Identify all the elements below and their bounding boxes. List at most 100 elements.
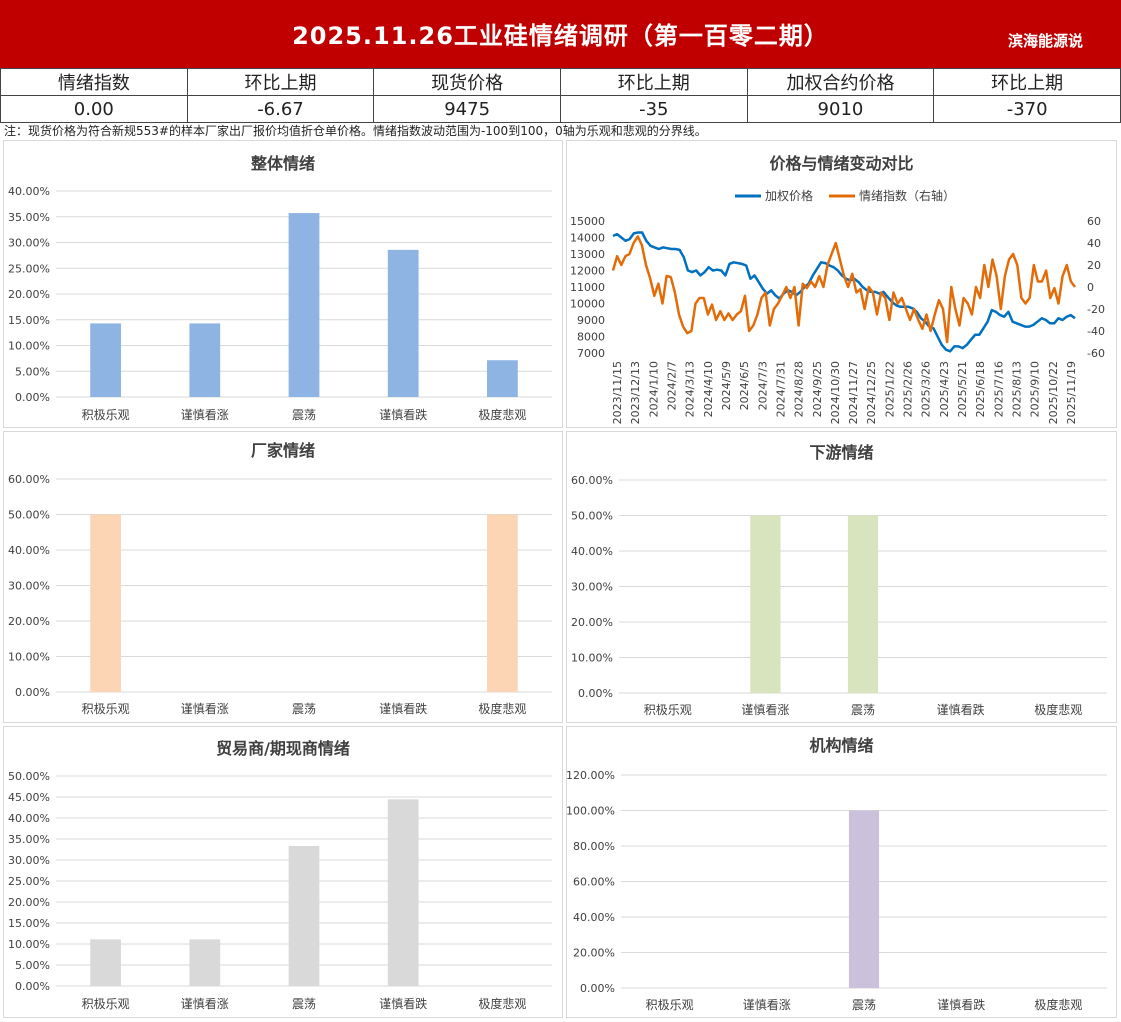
y-tick-label: 7000	[577, 347, 605, 360]
y-tick-label: 0.00%	[580, 982, 615, 995]
y-tick-label: 60.00%	[573, 876, 615, 889]
y-tick-label: 10.00%	[8, 651, 50, 664]
y-tick-label: 120.00%	[567, 769, 615, 782]
y-tick-label: 20.00%	[573, 947, 615, 960]
kpi-value-spot-price: 9475	[373, 95, 561, 123]
x-tick-label: 2024/3/13	[684, 361, 697, 417]
chart-title: 整体情绪	[250, 154, 315, 173]
sentiment-line	[611, 235, 1077, 344]
category-label: 震荡	[851, 703, 875, 717]
y-tick-label: 13000	[570, 248, 605, 261]
y-tick-label: 50.00%	[8, 509, 50, 522]
y-tick-label: 40.00%	[573, 911, 615, 924]
y-tick-label: 35.00%	[8, 833, 50, 846]
y2-tick-label: -20	[1087, 303, 1105, 316]
bar	[487, 514, 518, 692]
x-tick-label: 2025/11/19	[1065, 361, 1078, 424]
panel-downstream: 下游情绪 0.00% 10.00% 20.00% 30.00% 40.00% 50.00% 6…	[566, 431, 1117, 723]
y-tick-label: 100.00%	[567, 805, 615, 818]
x-tick-label: 2024/5/9	[720, 361, 733, 410]
bar	[847, 515, 879, 693]
kpi-header-spot-change: 环比上期	[559, 68, 748, 96]
y2-tick-label: -60	[1087, 347, 1105, 360]
chart-title: 价格与情绪变动对比	[769, 154, 913, 173]
legend-label-price: 加权价格	[765, 188, 813, 203]
brand-name: 滨海能源说	[1007, 32, 1083, 50]
bar	[487, 360, 518, 397]
x-tick-label: 2024/4/10	[702, 361, 715, 417]
y-tick-label: 10.00%	[571, 652, 613, 665]
category-label: 极度悲观	[478, 701, 526, 716]
category-label: 震荡	[292, 702, 316, 716]
y2-tick-label: 60	[1087, 215, 1101, 228]
category-label: 谨慎看跌	[937, 702, 985, 717]
y-tick-label: 40.00%	[8, 544, 50, 557]
trader-chart: 贸易商/期现商情绪 0.00% 5.00% 10.00% 15.00% 20.00% 25.…	[8, 739, 552, 1011]
y-tick-label: 10000	[570, 298, 605, 311]
panel-trader: 贸易商/期现商情绪 0.00% 5.00% 10.00% 15.00% 20.00% 25.…	[3, 726, 563, 1018]
y-tick-label: 50.00%	[8, 770, 50, 783]
kpi-header-weighted-change: 环比上期	[933, 68, 1121, 96]
x-tick-label: 2025/2/26	[902, 361, 915, 417]
chart-title: 机构情绪	[809, 736, 873, 755]
x-tick-label: 2024/9/25	[811, 361, 824, 417]
bar	[288, 846, 320, 986]
y-tick-label: 50.00%	[571, 510, 613, 523]
bar	[90, 939, 121, 986]
category-label: 积极乐观	[646, 998, 694, 1012]
chart-title: 贸易商/期现商情绪	[216, 739, 350, 758]
x-tick-label: 2025/4/23	[938, 361, 951, 417]
category-label: 极度悲观	[478, 996, 526, 1011]
y-tick-label: 30.00%	[571, 581, 613, 594]
kpi-header-weighted-price: 加权合约价格	[746, 68, 935, 96]
bar	[750, 515, 781, 693]
y2-tick-label: -40	[1087, 325, 1105, 338]
bar	[387, 799, 419, 986]
downstream-chart: 下游情绪 0.00% 10.00% 20.00% 30.00% 40.00% 50.00% 6…	[571, 443, 1107, 717]
category-label: 极度悲观	[1034, 997, 1082, 1012]
y-tick-label: 20.00%	[8, 896, 50, 909]
bar	[848, 810, 880, 988]
y-tick-label: 10.00%	[8, 340, 50, 353]
category-label: 谨慎看跌	[937, 997, 985, 1012]
kpi-value-weighted-price: 9010	[746, 95, 935, 123]
x-tick-label: 2023/11/15	[611, 361, 624, 424]
x-tick-label: 2025/10/22	[1047, 361, 1060, 424]
x-tick-label: 2024/2/7	[665, 361, 678, 410]
x-tick-label: 2025/7/16	[992, 361, 1005, 417]
category-label: 积极乐观	[82, 997, 130, 1011]
producer-chart: 厂家情绪 0.00% 10.00% 20.00% 30.00% 40.00% 50.00% 6…	[8, 441, 552, 716]
y-tick-label: 12000	[570, 265, 605, 278]
y-tick-label: 80.00%	[573, 840, 615, 853]
x-tick-label: 2025/1/22	[883, 361, 896, 417]
x-tick-label: 2025/5/21	[956, 361, 969, 417]
chart-title: 下游情绪	[809, 443, 873, 462]
category-label: 谨慎看跌	[379, 701, 427, 716]
y-tick-label: 15000	[570, 215, 605, 228]
bar	[288, 213, 320, 397]
category-label: 积极乐观	[82, 408, 130, 422]
category-label: 谨慎看涨	[181, 701, 229, 716]
y-tick-label: 60.00%	[8, 473, 50, 486]
category-label: 震荡	[292, 408, 316, 422]
panel-institution: 机构情绪 0.00% 20.00% 40.00% 60.00% 80.00% 100.00%…	[566, 726, 1117, 1018]
bar	[387, 249, 419, 397]
kpi-value-weighted-change: -370	[933, 95, 1121, 123]
y2-tick-label: 40	[1087, 237, 1101, 250]
y-tick-label: 11000	[570, 281, 605, 294]
y2-tick-label: 0	[1087, 281, 1094, 294]
category-label: 极度悲观	[1034, 702, 1082, 717]
y-tick-label: 8000	[577, 331, 605, 344]
y-tick-label: 25.00%	[8, 262, 50, 275]
x-tick-label: 2025/9/10	[1029, 361, 1042, 417]
institution-chart: 机构情绪 0.00% 20.00% 40.00% 60.00% 80.00% 100.00%…	[567, 736, 1107, 1012]
category-label: 谨慎看跌	[379, 407, 427, 422]
x-tick-label: 2024/10/30	[829, 361, 842, 424]
y-tick-label: 40.00%	[8, 812, 50, 825]
x-tick-label: 2024/6/5	[738, 361, 751, 410]
legend-label-sentiment: 情绪指数（右轴）	[859, 188, 955, 203]
y2-tick-label: 20	[1087, 259, 1101, 272]
y-tick-label: 40.00%	[8, 185, 50, 198]
category-label: 谨慎看涨	[741, 702, 789, 717]
